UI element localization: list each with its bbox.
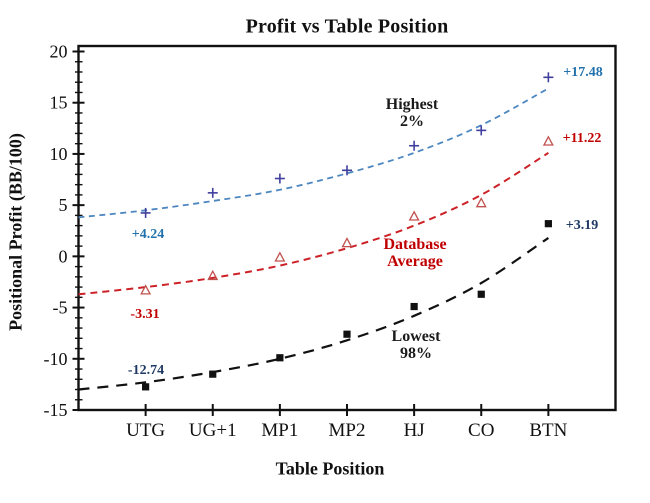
annotation-line: Average <box>387 253 443 270</box>
annotation-line: Lowest <box>391 328 441 346</box>
y-tick-label: 5 <box>59 195 68 215</box>
marker-square-lowest-98pct <box>410 302 418 311</box>
marker-triangle-database-average <box>140 284 152 295</box>
value-label-lowest-utg: -12.74 <box>127 363 165 378</box>
trend-curve-database-average <box>78 152 549 296</box>
marker-triangle-database-average <box>341 237 353 248</box>
y-tick-label: 10 <box>50 144 68 164</box>
y-tick-label: -10 <box>44 349 68 369</box>
x-tick-label: BTN <box>529 420 567 441</box>
annotation-lowest-98pct: Lowest 98% <box>391 328 441 363</box>
value-label-average-btn: +11.22 <box>562 131 602 146</box>
value-label-highest-btn: +17.48 <box>563 65 603 80</box>
y-tick-label: -15 <box>44 400 68 420</box>
annotation-line: 2% <box>399 113 424 130</box>
x-axis-title: Table Position <box>275 458 385 479</box>
marker-square-lowest-98pct <box>343 330 351 338</box>
marker-triangle-database-average <box>475 197 487 208</box>
marker-triangle-database-average <box>207 269 219 281</box>
annotation-line: 98% <box>399 345 432 362</box>
marker-square-lowest-98pct <box>276 354 284 362</box>
y-tick-label: -5 <box>53 298 68 318</box>
x-tick-label: UTG <box>126 420 165 441</box>
marker-triangle-database-average <box>408 210 420 221</box>
trend-curve-highest-2pct <box>78 87 549 219</box>
x-tick-label: MP1 <box>261 420 298 441</box>
annotation-line: Database <box>383 236 447 254</box>
x-tick-label: UG+1 <box>189 420 237 441</box>
y-tick-label: 20 <box>50 42 68 62</box>
marker-square-lowest-98pct <box>209 370 217 378</box>
y-tick-label: 0 <box>59 246 68 266</box>
marker-triangle-database-average <box>274 251 286 262</box>
annotation-line: Highest <box>385 96 439 114</box>
x-tick-label: HJ <box>404 420 425 441</box>
value-label-highest-utg: +4.24 <box>131 227 165 242</box>
value-label-lowest-btn: +3.19 <box>565 218 599 233</box>
marker-square-lowest-98pct <box>142 383 150 391</box>
value-label-average-utg: -3.31 <box>130 307 160 322</box>
chart-title: Profit vs Table Position <box>245 15 449 38</box>
marker-triangle-database-average <box>542 135 554 146</box>
x-tick-label: CO <box>468 420 494 441</box>
y-tick-label: 15 <box>50 93 68 113</box>
trend-curve-lowest-98pct <box>78 236 550 391</box>
x-tick-label: MP2 <box>329 420 366 441</box>
annotation-highest-2pct: Highest 2% <box>385 96 439 131</box>
marker-square-lowest-98pct <box>477 290 485 298</box>
marker-square-lowest-98pct <box>544 220 552 228</box>
annotation-database-average: Database Average <box>383 236 447 271</box>
